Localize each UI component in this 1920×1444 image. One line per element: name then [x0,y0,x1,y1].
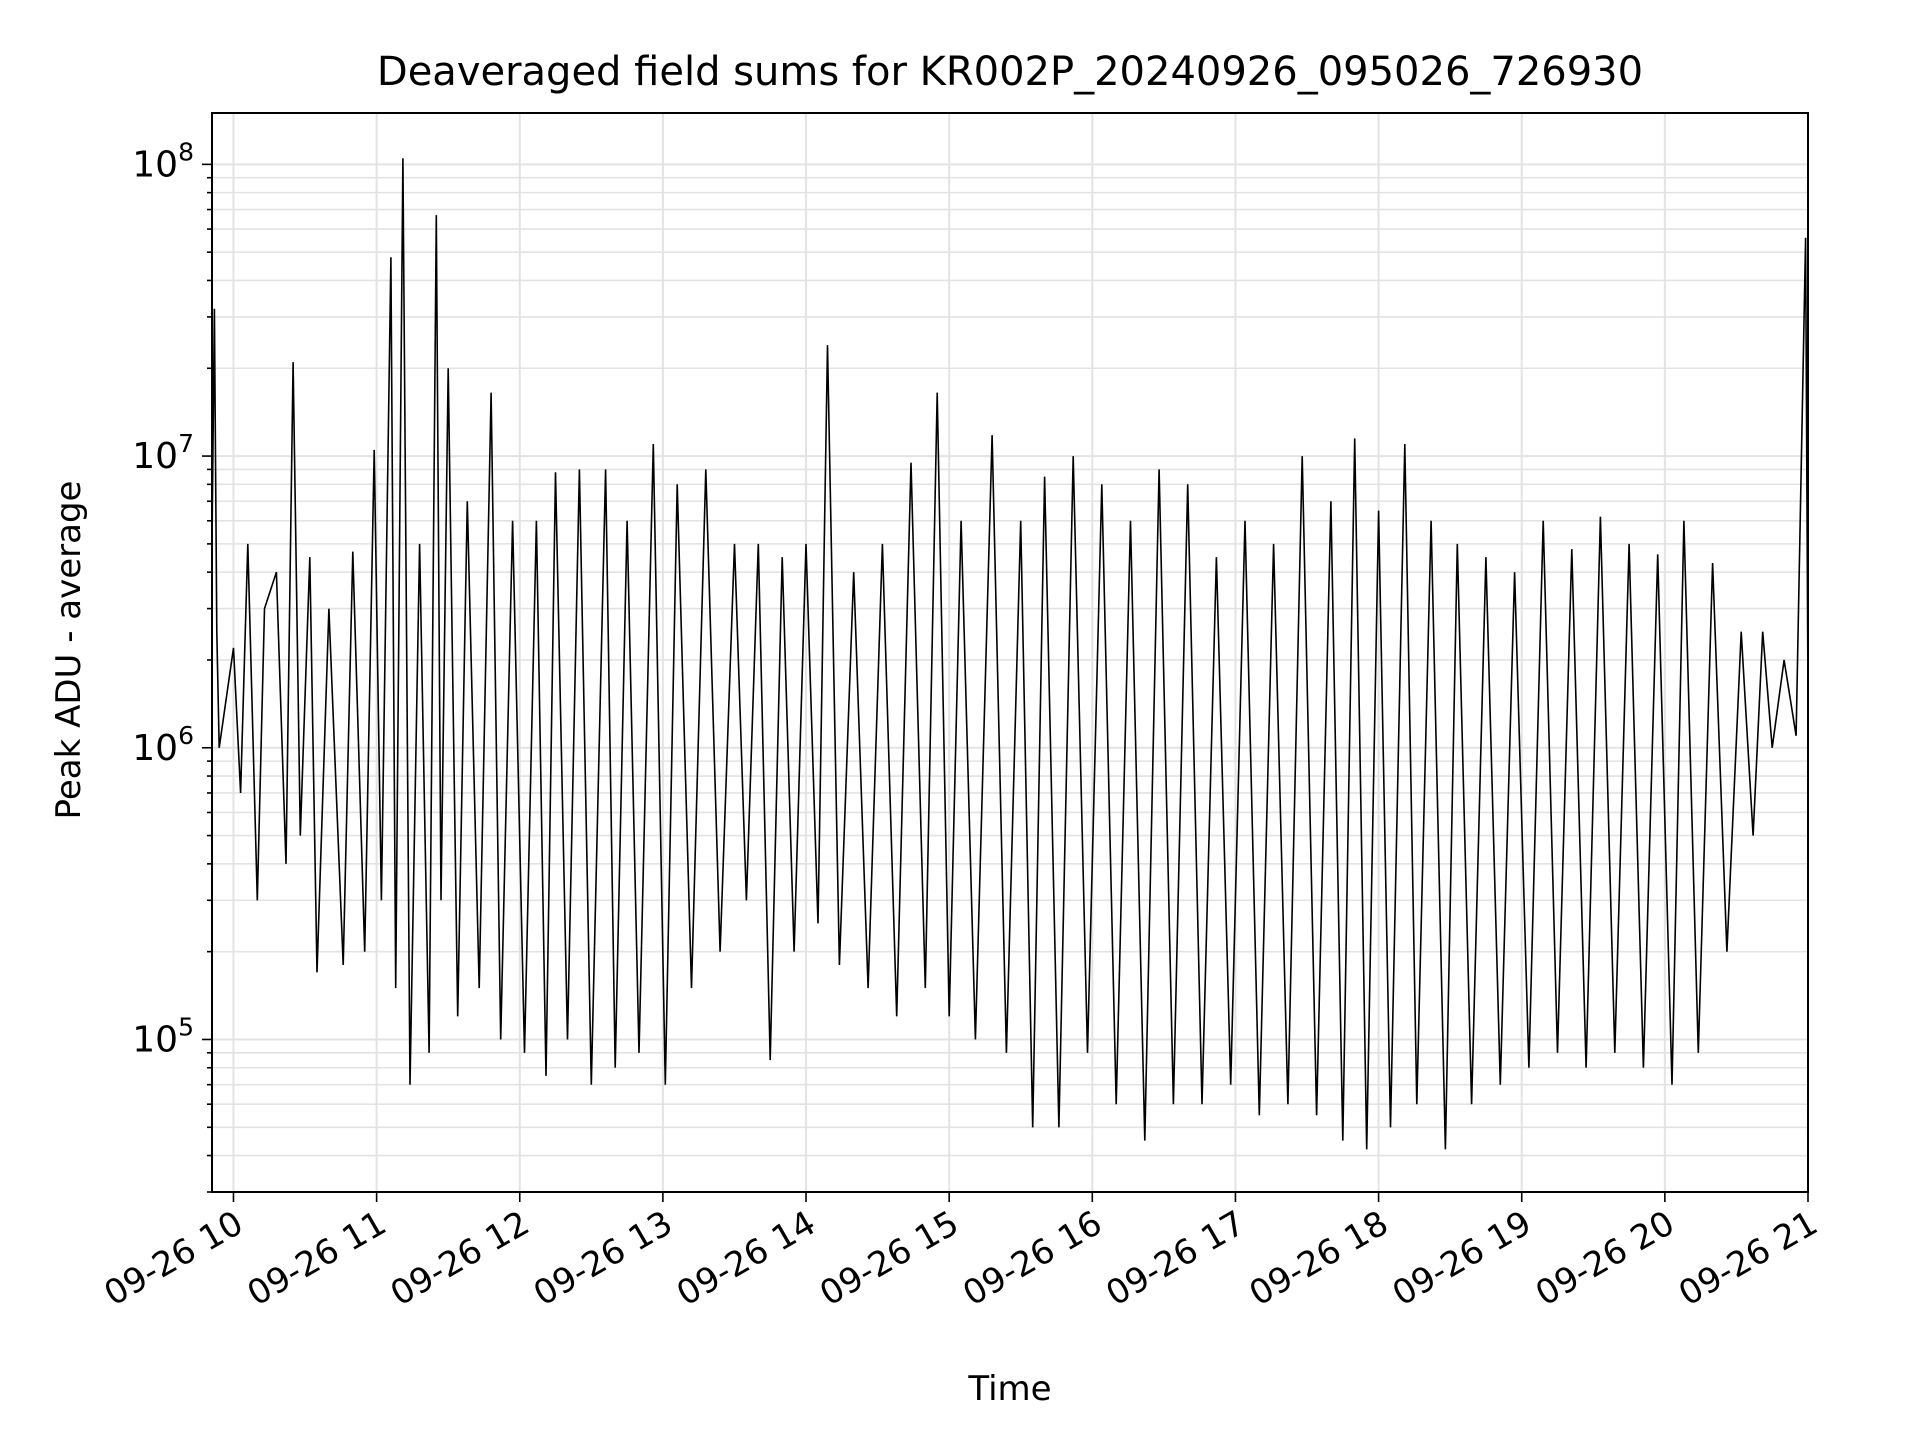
y-tick-label: 108 [132,137,194,185]
series-layer [211,158,1809,1150]
chart-title: Deaveraged field sums for KR002P_2024092… [377,49,1643,95]
y-tick-label: 107 [132,429,194,477]
y-tick-label: 105 [132,1012,194,1060]
plot-frame [211,112,1809,1193]
x-axis-label: Time [967,1369,1051,1409]
y-tick-label: 106 [132,721,194,769]
series-line [211,158,1809,1150]
y-axis-label: Peak ADU - average [49,481,89,820]
